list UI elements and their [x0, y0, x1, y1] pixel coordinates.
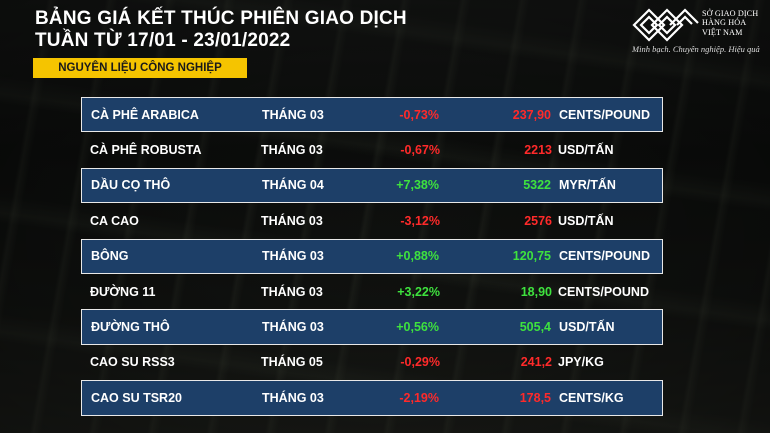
- commodity-name: CÀ PHÊ ROBUSTA: [90, 143, 202, 158]
- title-line-1: BẢNG GIÁ KẾT THÚC PHIÊN GIAO DỊCH: [35, 8, 407, 29]
- percent-change: -3,12%: [400, 213, 440, 228]
- commodity-name: CA CAO: [90, 213, 139, 228]
- closing-price: 178,5: [519, 390, 551, 405]
- contract-month: THÁNG 03: [261, 213, 323, 228]
- commodity-name: CAO SU TSR20: [91, 390, 182, 405]
- exchange-logo: SỞ GIAO DỊCH HÀNG HÓA VIỆT NAM Minh bạch…: [632, 8, 764, 58]
- closing-price: 18,90: [520, 284, 552, 299]
- title-line-2: TUẦN TỪ 17/01 - 23/01/2022: [35, 30, 291, 51]
- closing-price: 2576: [524, 213, 552, 228]
- contract-month: THÁNG 04: [262, 178, 324, 193]
- table-row: CÀ PHÊ ARABICA THÁNG 03 -0,73% 237,90 CENTS/…: [81, 97, 663, 133]
- closing-price: 505,4: [519, 320, 551, 335]
- logo-slogan: Minh bạch. Chuyên nghiệp. Hiệu quả: [632, 44, 760, 54]
- price-unit: CENTS/POUND: [559, 249, 650, 264]
- commodity-name: CAO SU RSS3: [90, 355, 175, 370]
- closing-price: 241,2: [520, 355, 552, 370]
- percent-change: +0,56%: [396, 320, 439, 335]
- table-row: ĐƯỜNG 11 THÁNG 03 +3,22% 18,90 CENTS/POUND: [81, 274, 663, 309]
- price-unit: MYR/TẤN: [559, 178, 616, 193]
- table-row: CA CAO THÁNG 03 -3,12% 2576 USD/TẤN: [81, 203, 663, 238]
- contract-month: THÁNG 05: [261, 355, 323, 370]
- commodity-name: CÀ PHÊ ARABICA: [91, 107, 199, 122]
- price-unit: USD/TẤN: [558, 143, 614, 158]
- price-unit: CENTS/POUND: [559, 107, 650, 122]
- logo-org-name: SỞ GIAO DỊCH HÀNG HÓA VIỆT NAM: [702, 9, 759, 37]
- percent-change: +0,88%: [396, 249, 439, 264]
- commodity-name: ĐƯỜNG 11: [90, 284, 156, 299]
- contract-month: THÁNG 03: [262, 390, 324, 405]
- table-row: DẦU CỌ THÔ THÁNG 04 +7,38% 5322 MYR/TẤN: [81, 167, 663, 204]
- table-row: CAO SU TSR20 THÁNG 03 -2,19% 178,5 CENTS/KG: [81, 380, 663, 416]
- closing-price: 2213: [524, 143, 552, 158]
- category-badge: NGUYÊN LIỆU CÔNG NGHIỆP: [33, 58, 247, 78]
- table-row: CÀ PHÊ ROBUSTA THÁNG 03 -0,67% 2213 USD/TẤN: [81, 132, 663, 167]
- percent-change: -0,73%: [399, 107, 439, 122]
- table-row: CAO SU RSS3 THÁNG 05 -0,29% 241,2 JPY/KG: [81, 345, 663, 380]
- contract-month: THÁNG 03: [261, 284, 323, 299]
- price-unit: JPY/KG: [558, 355, 604, 370]
- closing-price: 5322: [523, 178, 551, 193]
- commodity-name: DẦU CỌ THÔ: [91, 178, 171, 193]
- closing-price: 120,75: [512, 249, 551, 264]
- percent-change: -0,67%: [400, 143, 440, 158]
- price-table: CÀ PHÊ ARABICA THÁNG 03 -0,73% 237,90 CENTS/…: [81, 97, 663, 416]
- contract-month: THÁNG 03: [262, 320, 324, 335]
- page-title: BẢNG GIÁ KẾT THÚC PHIÊN GIAO DỊCH TUẦN T…: [35, 8, 407, 52]
- percent-change: +3,22%: [397, 284, 440, 299]
- percent-change: +7,38%: [396, 178, 439, 193]
- closing-price: 237,90: [512, 107, 551, 122]
- percent-change: -0,29%: [400, 355, 440, 370]
- contract-month: THÁNG 03: [261, 143, 323, 158]
- contract-month: THÁNG 03: [262, 249, 324, 264]
- price-unit: CENTS/POUND: [558, 284, 649, 299]
- table-row: ĐƯỜNG THÔ THÁNG 03 +0,56% 505,4 USD/TẤN: [81, 309, 663, 345]
- commodity-name: ĐƯỜNG THÔ: [91, 320, 170, 335]
- contract-month: THÁNG 03: [262, 107, 324, 122]
- diamond-logo-icon: [632, 8, 699, 42]
- price-unit: USD/TẤN: [559, 320, 615, 335]
- price-unit: USD/TẤN: [558, 213, 614, 228]
- price-unit: CENTS/KG: [559, 390, 624, 405]
- percent-change: -2,19%: [399, 390, 439, 405]
- table-row: BÔNG THÁNG 03 +0,88% 120,75 CENTS/POUND: [81, 238, 663, 274]
- commodity-name: BÔNG: [91, 249, 129, 264]
